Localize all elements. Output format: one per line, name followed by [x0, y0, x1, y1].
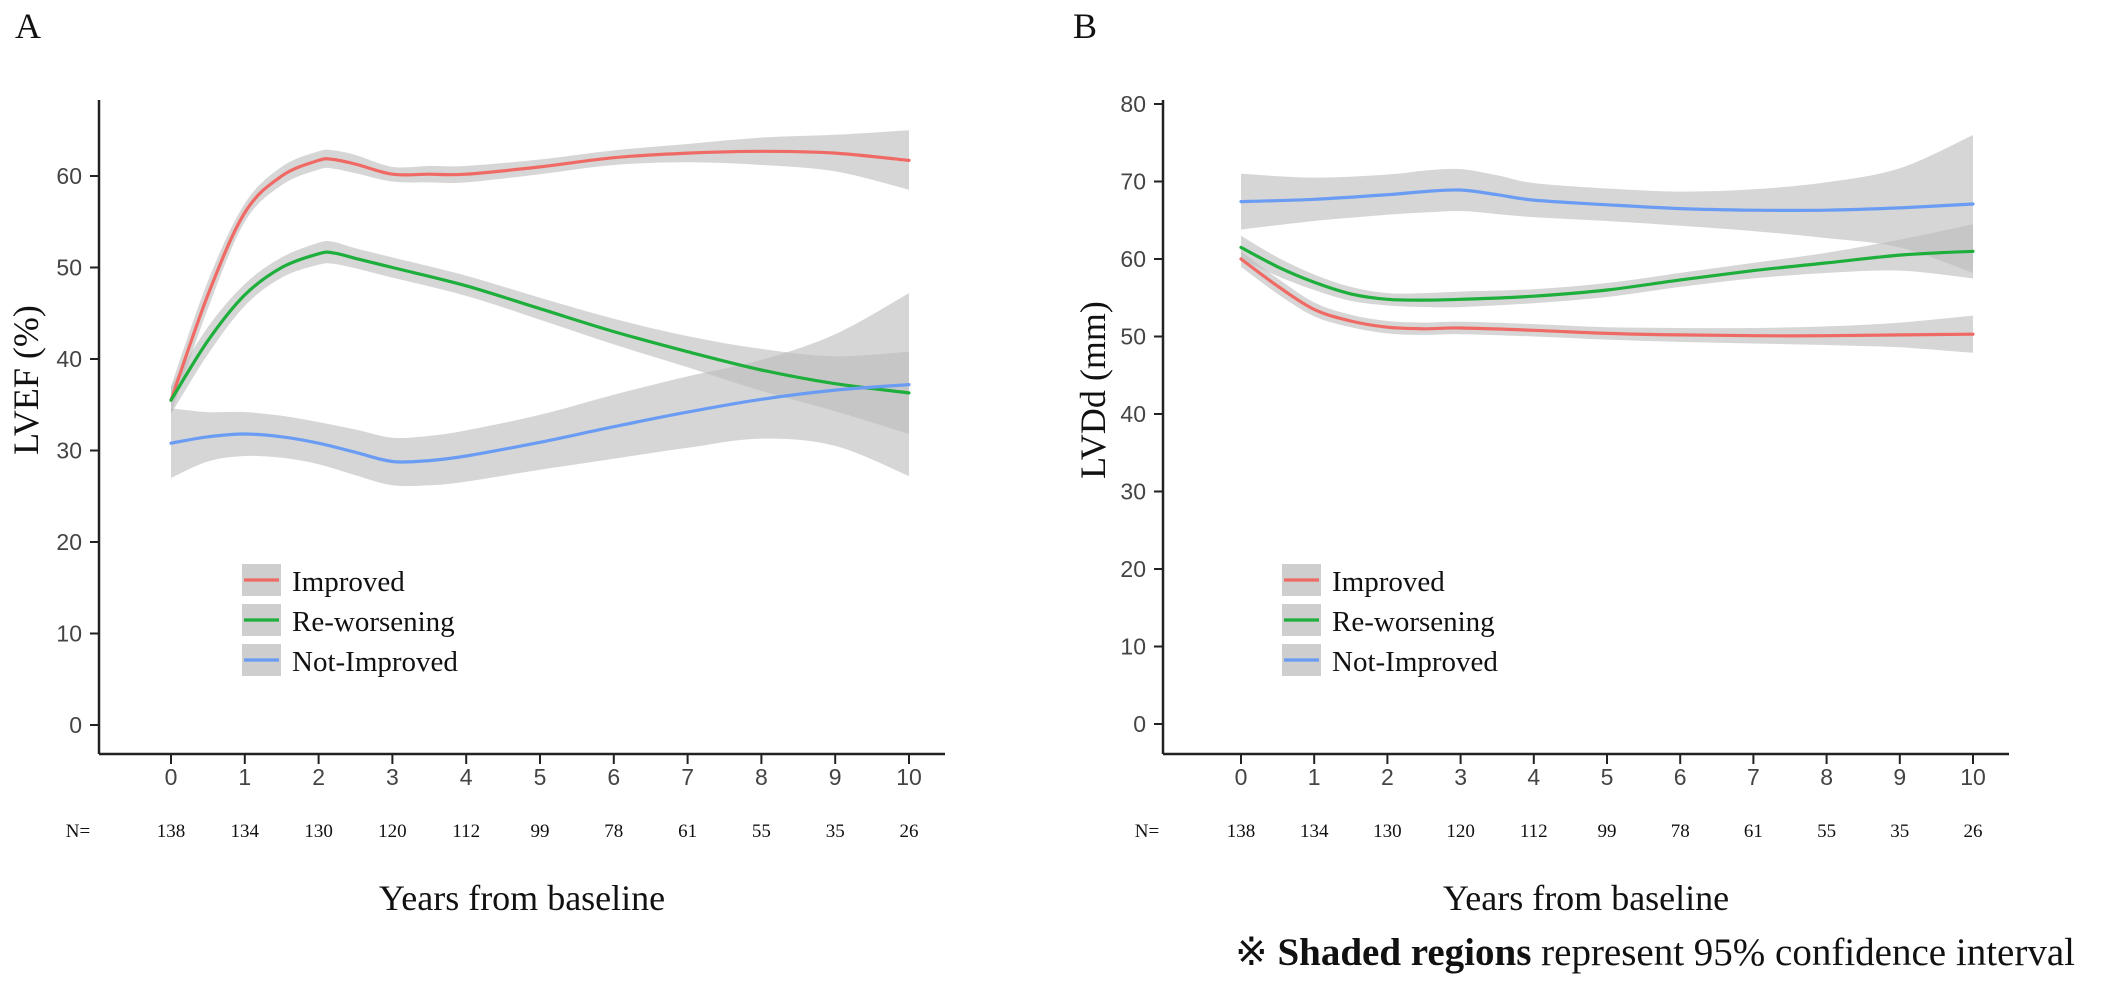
panel-a-improved-ci-band	[171, 130, 909, 414]
panel-a-x-tick-label: 5	[534, 764, 547, 790]
panel-b-x-tick-label: 8	[1820, 764, 1833, 790]
panel-b-legend-label-not_improved: Not-Improved	[1332, 646, 1498, 678]
panel-b-legend-label-improved: Improved	[1332, 566, 1445, 598]
panel-b-n-at-risk-value: 134	[1300, 821, 1329, 842]
panel-b-x-tick-label: 4	[1527, 764, 1540, 790]
panel-a-n-at-risk-value: 61	[678, 821, 697, 842]
panel-b-n-at-risk-value: 138	[1227, 821, 1256, 842]
panel-b-x-tick-label: 0	[1235, 764, 1248, 790]
panel-a-y-tick-label: 10	[56, 621, 82, 647]
panel-b-y-tick-label: 50	[1120, 324, 1146, 350]
panel-b-y-axis-title: LVDd (mm)	[1073, 301, 1113, 479]
panel-a-n-at-risk-value: 35	[826, 821, 845, 842]
panel-b-x-tick-label: 2	[1381, 764, 1394, 790]
panel-a-x-tick-label: 10	[896, 764, 922, 790]
panel-b-n-at-risk-value: 61	[1744, 821, 1763, 842]
panel-a-y-tick-label: 20	[56, 529, 82, 555]
panel-a-x-tick-label: 2	[312, 764, 325, 790]
panel-b-label: B	[1073, 6, 1097, 46]
panel-b-n-at-risk-value: 55	[1817, 821, 1836, 842]
panel-b-n-at-risk-value: 99	[1598, 821, 1617, 842]
panel-a-legend-label-reworsening: Re-worsening	[292, 606, 455, 638]
footnote-rest: represent 95% confidence interval	[1541, 931, 2075, 974]
panel-a-x-tick-label: 1	[238, 764, 251, 790]
panel-b-n-at-risk-value: 112	[1520, 821, 1548, 842]
panel-a-y-tick-label: 50	[56, 255, 82, 281]
panel-b-x-tick-label: 5	[1601, 764, 1614, 790]
panel-b-y-tick-label: 10	[1120, 634, 1146, 660]
panel-a-x-tick-label: 8	[755, 764, 768, 790]
panel-b-n-at-risk-value: 26	[1964, 821, 1983, 842]
panel-a-not_improved-line	[169, 383, 911, 464]
panel-a-n-at-risk-value: 134	[231, 821, 260, 842]
panel-b-y-tick-label: 80	[1120, 91, 1146, 117]
panel-a-n-at-risk-value: 26	[900, 821, 919, 842]
panel-a-not_improved-ci-band	[171, 293, 909, 487]
panel-a-n-label: N=	[66, 821, 90, 842]
panel-b-n-at-risk-value: 120	[1446, 821, 1475, 842]
panel-b-y-tick-label: 40	[1120, 401, 1146, 427]
panel-b-n-at-risk-value: 78	[1671, 821, 1690, 842]
panel-a-y-axis-title: LVEF (%)	[6, 305, 46, 455]
panel-b-improved-line	[1239, 257, 1975, 338]
panel-a-y-tick-label: 0	[69, 712, 82, 738]
footnote: ※ Shaded regions represent 95% confidenc…	[1235, 930, 2075, 975]
panel-a-x-tick-label: 4	[460, 764, 473, 790]
panel-b-n-at-risk-value: 130	[1373, 821, 1402, 842]
panel-a-y-tick-label: 40	[56, 346, 82, 372]
panel-a-x-axis-title: Years from baseline	[379, 878, 665, 918]
panel-a-x-tick-label: 3	[386, 764, 399, 790]
panel-b-y-tick-label: 70	[1120, 169, 1146, 195]
panel-b-n-at-risk-value: 35	[1890, 821, 1909, 842]
footnote-bold: Shaded regions	[1277, 931, 1532, 974]
panel-a-reworsening-line	[169, 250, 911, 402]
panel-b-y-tick-label: 0	[1133, 711, 1146, 737]
panel-a-y-tick-label: 60	[56, 163, 82, 189]
panel-a-x-tick-label: 7	[681, 764, 694, 790]
panel-a-label: A	[15, 6, 41, 46]
panel-a-n-at-risk-value: 120	[378, 821, 407, 842]
panel-b-y-tick-label: 20	[1120, 556, 1146, 582]
panel-b-legend-label-reworsening: Re-worsening	[1332, 606, 1495, 638]
panel-b-x-tick-label: 9	[1893, 764, 1906, 790]
panel-b-y-tick-label: 30	[1120, 479, 1146, 505]
panel-b-x-tick-label: 1	[1308, 764, 1321, 790]
panel-a-n-at-risk-value: 112	[452, 821, 480, 842]
panel-a-n-at-risk-value: 55	[752, 821, 771, 842]
footnote-symbol: ※	[1235, 931, 1268, 974]
panel-a-improved-line	[169, 149, 911, 402]
panel-a-legend-label-improved: Improved	[292, 566, 405, 598]
panel-b-x-tick-label: 7	[1747, 764, 1760, 790]
panel-a-x-tick-label: 0	[165, 764, 178, 790]
panel-a-x-tick-label: 6	[607, 764, 620, 790]
panel-a-n-at-risk-value: 138	[157, 821, 186, 842]
panel-b-x-axis-title: Years from baseline	[1443, 878, 1729, 918]
panel-a-y-tick-label: 30	[56, 438, 82, 464]
panel-b-reworsening-line	[1239, 245, 1975, 302]
panel-a-n-at-risk-value: 99	[531, 821, 550, 842]
panel-a-n-at-risk-value: 78	[604, 821, 623, 842]
panel-b-not_improved-line	[1239, 188, 1975, 213]
panel-b-x-tick-label: 10	[1960, 764, 1986, 790]
panel-b-x-tick-label: 6	[1674, 764, 1687, 790]
panel-a-legend-label-not_improved: Not-Improved	[292, 646, 458, 678]
panel-a-x-tick-label: 9	[829, 764, 842, 790]
panel-b-y-tick-label: 60	[1120, 246, 1146, 272]
panel-b-n-label: N=	[1135, 821, 1159, 842]
panel-b-x-tick-label: 3	[1454, 764, 1467, 790]
panel-a-n-at-risk-value: 130	[304, 821, 333, 842]
